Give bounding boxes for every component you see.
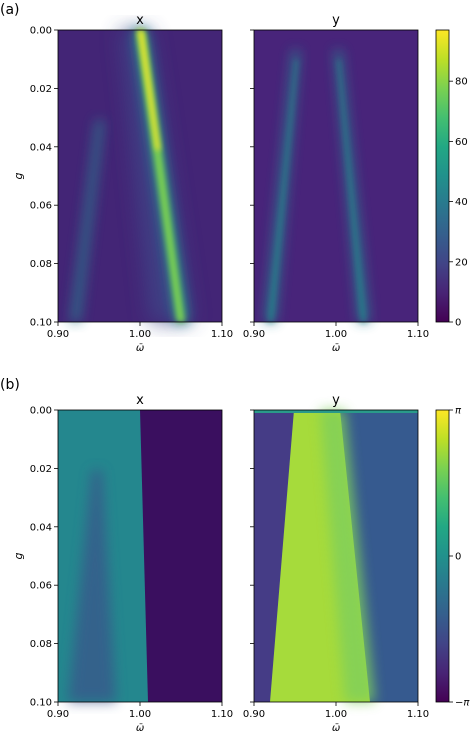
x-tick-label: 1.00 (325, 329, 347, 340)
panel-label-a: (a) (0, 2, 20, 18)
panel-b-x-heatmap (58, 410, 222, 702)
axes-0-0: x 0.90 1.00 1.10 ω̄ 0.00 0.02 0.04 0.06 0.08 0.10 g (12, 13, 233, 354)
y-tick-label: 0.10 (30, 698, 52, 709)
y-tick-label: 0.02 (30, 464, 52, 475)
y-axis-label: g (12, 552, 25, 559)
colorbar-tick-label: 80 (455, 77, 468, 88)
y-axis-label: g (12, 172, 25, 179)
x-tick-label: 1.00 (325, 709, 347, 720)
x-tick-label: 1.00 (129, 329, 151, 340)
y-tick-label: 0.06 (30, 201, 52, 212)
axes-1-0: x 0.90 1.00 1.10 ω̄ 0.00 0.02 0.04 0.06 0.08 0.10 g (12, 393, 233, 734)
colorbar-tick-label: 0 (455, 552, 461, 563)
x-tick-label: 1.10 (211, 329, 233, 340)
x-axis-label: ω̄ (332, 723, 340, 734)
x-tick-label: 1.10 (211, 709, 233, 720)
colorbar-tick-label: 60 (455, 137, 468, 148)
x-tick-label: 1.10 (407, 709, 429, 720)
panel-a-y-heatmap (254, 30, 418, 322)
x-axis-label: ω̄ (136, 723, 144, 734)
colorbar-tick-label: 20 (455, 257, 468, 268)
y-tick-label: 0.06 (30, 581, 52, 592)
x-tick-label: 0.90 (47, 709, 69, 720)
y-tick-label: 0.00 (30, 406, 52, 417)
colorbar-a (435, 29, 450, 323)
subplot-title: x (136, 13, 144, 28)
axes-1-1: y 0.90 1.00 1.10 ω̄ (243, 393, 429, 734)
y-tick-label: 0.04 (30, 142, 52, 153)
y-tick-label: 0.08 (30, 259, 52, 270)
colorbar-tick-label: π (455, 406, 462, 417)
x-axis-label: ω̄ (332, 343, 340, 354)
colorbar-tick-label: 0 (455, 318, 461, 329)
colorbar-ticks: 0 20 40 60 80 π 0 −π (449, 77, 470, 709)
x-tick-label: 0.90 (243, 329, 265, 340)
colorbar-tick-label: −π (455, 698, 470, 709)
x-tick-label: 0.90 (47, 329, 69, 340)
subplot-title: x (136, 393, 144, 408)
colorbar-b (435, 409, 450, 703)
axes-0-1: y 0.90 1.00 1.10 ω̄ (243, 13, 429, 354)
subplot-title: y (332, 393, 340, 408)
panel-a-x-heatmap (58, 30, 222, 322)
x-tick-label: 1.00 (129, 709, 151, 720)
y-tick-label: 0.02 (30, 84, 52, 95)
panel-label-b: (b) (0, 377, 20, 393)
colorbar-tick-label: 40 (455, 197, 468, 208)
y-tick-label: 0.08 (30, 639, 52, 650)
subplot-title: y (332, 13, 340, 28)
x-axis-label: ω̄ (136, 343, 144, 354)
panel-b-y-heatmap (254, 410, 418, 702)
y-tick-label: 0.10 (30, 318, 52, 329)
axes-layer: x 0.90 1.00 1.10 ω̄ 0.00 0.02 0.04 0.06 0.08 0.10 g… (12, 13, 429, 734)
y-tick-label: 0.00 (30, 26, 52, 37)
x-tick-label: 0.90 (243, 709, 265, 720)
y-tick-label: 0.04 (30, 522, 52, 533)
x-tick-label: 1.10 (407, 329, 429, 340)
